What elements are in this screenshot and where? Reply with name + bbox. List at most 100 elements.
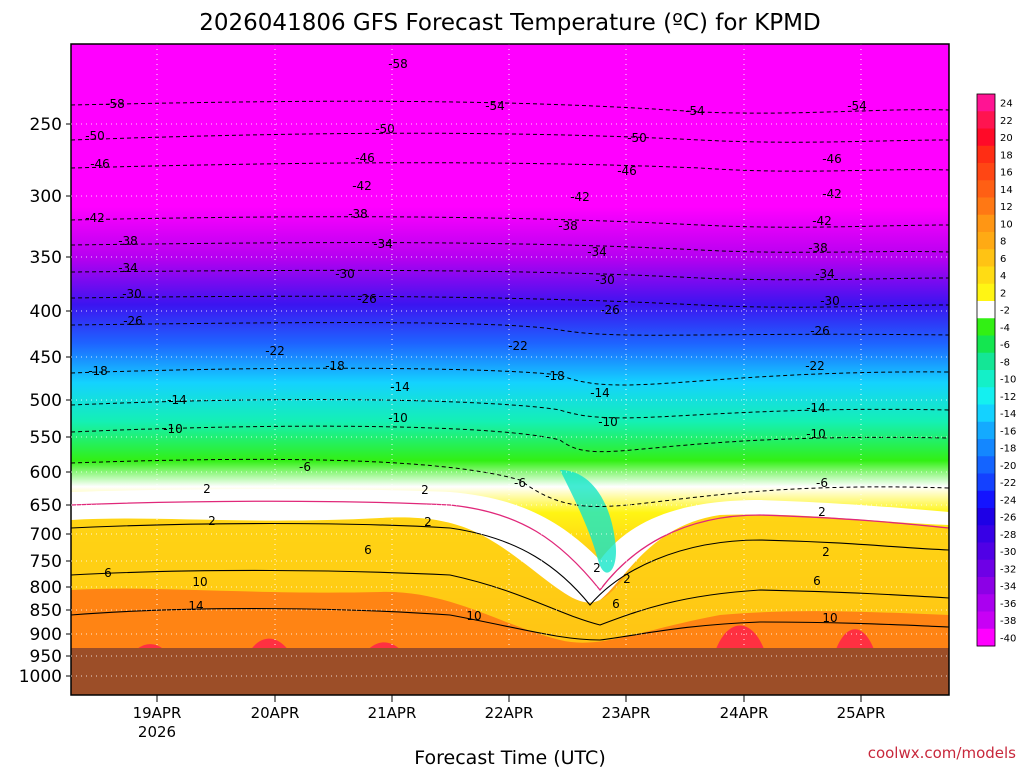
isotherm-label: -42 xyxy=(812,214,832,228)
warm-contours xyxy=(71,522,949,641)
plot-frame xyxy=(70,43,950,696)
colorbar-label: -10 xyxy=(1000,375,1016,386)
isotherm-label: -26 xyxy=(357,292,377,306)
plot-area: -58-58 -54 -54 -54-50-50 -50-46-46 -46-46-42-… xyxy=(71,44,949,695)
ground-mask xyxy=(71,672,949,695)
isotherm-label: -10 xyxy=(598,415,618,429)
x-tick-label: 25APR xyxy=(837,704,886,722)
colorbar-label: -16 xyxy=(1000,426,1016,437)
colorbar-swatch xyxy=(977,94,995,112)
colorbar-label: 6 xyxy=(1000,254,1006,265)
isotherm-label: 6 xyxy=(104,566,112,580)
colorbar-swatch xyxy=(977,249,995,267)
isotherm-label: 6 xyxy=(612,597,620,611)
cold-intrusion xyxy=(560,470,617,573)
isotherm-label: 6 xyxy=(364,543,372,557)
isotherm-label: -6 xyxy=(299,460,311,474)
colorbar-swatch xyxy=(977,490,995,509)
isotherm-label: -26 xyxy=(600,303,620,317)
colorbar-label: -6 xyxy=(1000,340,1010,351)
y-tick-label: 1000 xyxy=(19,667,62,687)
y-tick-label: 750 xyxy=(30,552,62,572)
isotherm-label: 2 xyxy=(623,572,631,586)
colorbar-label: 8 xyxy=(1000,237,1006,248)
isotherm-label: -38 xyxy=(118,234,138,248)
isotherm-label: -46 xyxy=(90,157,110,171)
colorbar-swatch xyxy=(977,387,995,405)
colorbar-swatch xyxy=(977,370,995,388)
y-tick-label: 850 xyxy=(30,601,62,621)
isotherm-label: 2 xyxy=(424,515,432,529)
y-tick-label: 800 xyxy=(30,578,62,598)
colorbar-label: -8 xyxy=(1000,357,1010,368)
x-axis-title: Forecast Time (UTC) xyxy=(414,747,605,768)
isotherm-label: -34 xyxy=(587,245,607,259)
colorbar-swatch xyxy=(977,577,995,595)
x-tick-sublabel: 2026 xyxy=(138,723,176,741)
colorbar-label: -14 xyxy=(1000,409,1016,420)
y-tick-label: 950 xyxy=(30,647,62,667)
isotherm-label: -26 xyxy=(123,314,143,328)
isotherm-label: -42 xyxy=(570,190,590,204)
isotherm-label: -50 xyxy=(85,129,105,143)
x-tick-label: 23APR xyxy=(602,704,651,722)
freezing-layer xyxy=(71,489,949,603)
colorbar-swatch xyxy=(977,283,995,302)
colorbar-label: -18 xyxy=(1000,444,1016,455)
colorbar-swatch xyxy=(977,266,995,285)
colorbar-swatch xyxy=(977,352,995,371)
colorbar-label: 12 xyxy=(1000,202,1013,213)
colorbar-label: -36 xyxy=(1000,599,1016,610)
x-tick-label: 21APR xyxy=(368,704,417,722)
colorbar-label: -30 xyxy=(1000,547,1016,558)
colorbar-label: 16 xyxy=(1000,168,1013,179)
isotherm-label: -42 xyxy=(822,187,842,201)
y-axis: 250 300 350 400 450 500 550 600 650 700 750 800 850 9… xyxy=(19,115,949,687)
isotherm-label: -54 xyxy=(485,99,505,113)
colorbar-swatch xyxy=(977,628,995,647)
colorbar-swatch xyxy=(977,473,995,492)
colorbar-label: 22 xyxy=(1000,116,1013,127)
x-tick-label: 24APR xyxy=(720,704,769,722)
isotherm-label: -22 xyxy=(508,339,528,353)
colorbar-label: -32 xyxy=(1000,564,1016,575)
isotherm-label: 10 xyxy=(192,575,207,589)
isotherm-label: -46 xyxy=(617,164,637,178)
isotherm-label: -30 xyxy=(122,287,142,301)
isotherm-label: -50 xyxy=(627,131,647,145)
isotherm-label: -50 xyxy=(375,122,395,136)
colorbar-label: 2 xyxy=(1000,288,1006,299)
x-tick-label: 19APR xyxy=(133,704,182,722)
isotherm-label: -38 xyxy=(558,219,578,233)
colorbar-label: 4 xyxy=(1000,271,1006,282)
isotherm-label: -54 xyxy=(685,104,705,118)
colorbar-swatch xyxy=(977,508,995,526)
y-tick-label: 300 xyxy=(30,187,62,207)
colorbar-swatch xyxy=(977,421,995,440)
colorbar-label: 14 xyxy=(1000,185,1013,196)
isotherm-label: -6 xyxy=(816,476,828,490)
colorbar-swatch xyxy=(977,525,995,543)
y-tick-label: 600 xyxy=(30,463,62,483)
freezing-contour xyxy=(71,500,949,592)
colorbar-label: -40 xyxy=(1000,633,1016,644)
colorbar: 24 22 20 18 16 14 12 10 8 6 4 2 -2 -4 -6 -8 -10 -12 -14 -16… xyxy=(976,93,1016,647)
isotherm-label: -22 xyxy=(805,359,825,373)
isotherm-label: 14 xyxy=(188,599,203,613)
isotherm-label: -22 xyxy=(265,344,285,358)
isotherm-label: -26 xyxy=(810,324,830,338)
isotherm-label: -14 xyxy=(590,386,610,400)
colorbar-label: -12 xyxy=(1000,392,1016,403)
isotherm-label: -30 xyxy=(820,294,840,308)
ground-mask-upper xyxy=(71,648,949,672)
isotherm-label: -14 xyxy=(390,380,410,394)
credit-link[interactable]: coolwx.com/models xyxy=(868,744,1016,762)
colorbar-frame xyxy=(976,93,996,647)
isotherm-label: -18 xyxy=(545,369,565,383)
colorbar-swatch xyxy=(977,559,995,578)
isotherm-label: -34 xyxy=(118,261,138,275)
colorbar-label: -24 xyxy=(1000,495,1016,506)
colorbar-label: -4 xyxy=(1000,323,1010,334)
colorbar-swatch xyxy=(977,318,995,336)
isotherm-labels: -58-58 -54 -54 -54-50-50 -50-46-46 -46-46-42-… xyxy=(85,57,867,625)
